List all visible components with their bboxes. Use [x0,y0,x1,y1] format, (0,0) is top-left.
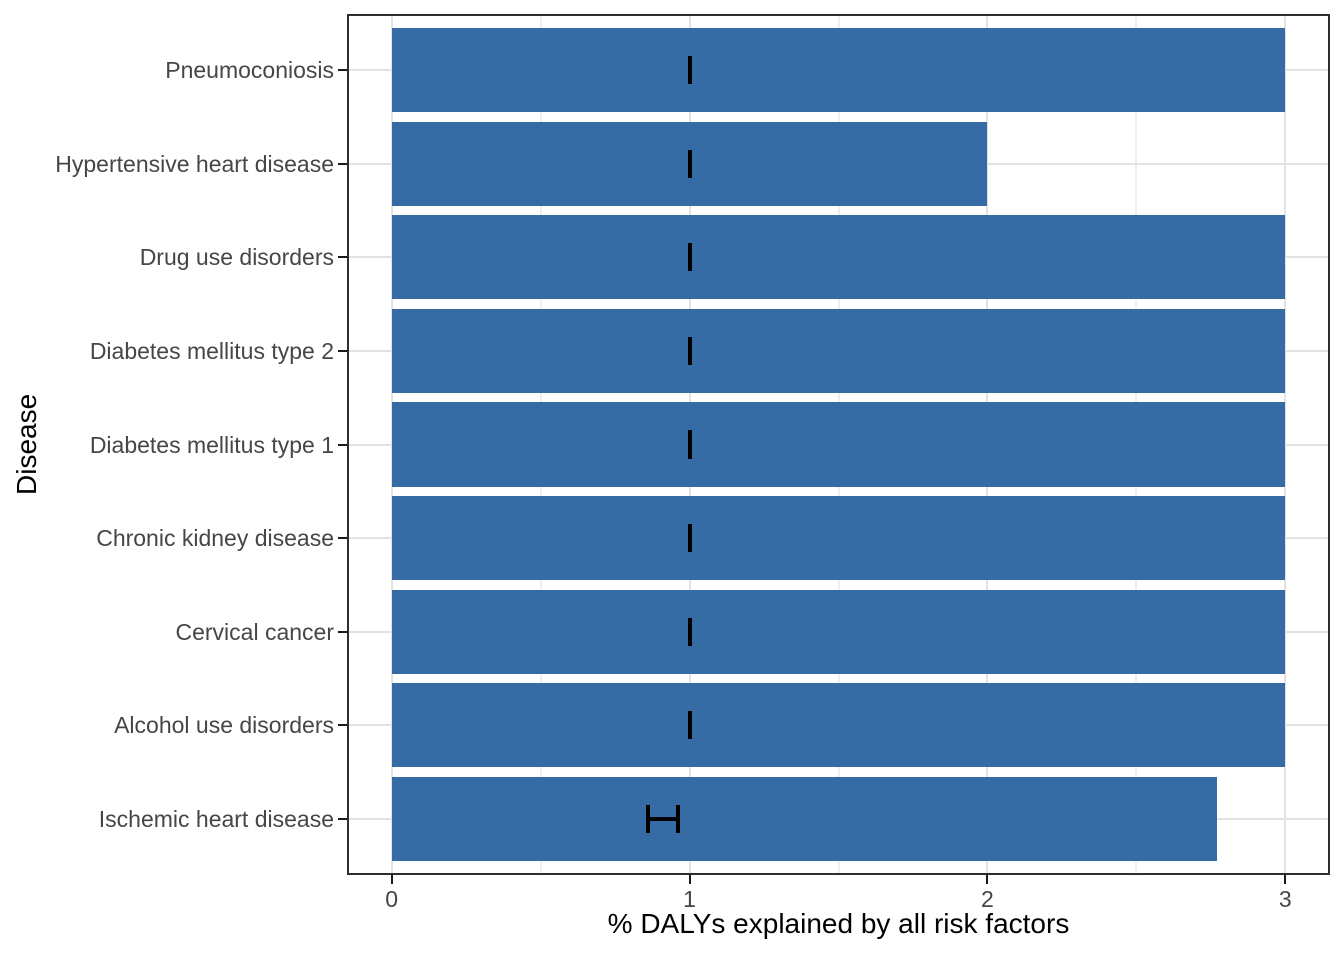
y-tick-mark [338,817,347,820]
x-tick-mark [390,875,393,884]
x-tick-mark [688,875,691,884]
error-bar-point [687,149,692,178]
y-tick-mark [338,349,347,352]
bar [391,28,1286,113]
error-bar-point [687,243,692,272]
y-tick-mark [338,443,347,446]
error-bar-cap [675,804,680,833]
y-tick-mark [338,630,347,633]
error-bar-point [687,711,692,740]
x-tick-label: 2 [981,886,994,912]
y-tick-label: Chronic kidney disease [96,525,334,552]
x-tick-mark [1284,875,1287,884]
y-tick-label: Hypertensive heart disease [55,150,334,177]
x-tick-label: 1 [683,886,696,912]
x-axis-title: % DALYs explained by all risk factors [607,908,1070,939]
y-tick-label: Drug use disorders [139,244,334,271]
bar [391,776,1217,861]
bar [391,589,1286,674]
y-tick-label: Diabetes mellitus type 1 [89,431,334,458]
y-tick-mark [338,162,347,165]
y-tick-mark [338,724,347,727]
error-bar-point [687,617,692,646]
y-tick-mark [338,69,347,72]
bar [391,495,1286,581]
y-tick-label: Alcohol use disorders [114,712,334,739]
y-tick-label: Pneumoconiosis [165,57,334,84]
bar [391,308,1286,394]
y-tick-label: Ischemic heart disease [98,805,334,832]
bar [391,215,1286,300]
error-bar-line [647,816,678,821]
bar [391,402,1286,487]
error-bar-point [687,430,692,459]
x-tick-label: 0 [385,886,399,912]
error-bar-cap [645,804,650,833]
error-bar-point [687,524,692,553]
x-tick-mark [986,875,989,884]
x-tick-label: 3 [1278,886,1292,912]
error-bar-point [687,56,692,85]
bar [391,683,1286,768]
y-tick-mark [338,256,347,259]
y-tick-mark [338,537,347,540]
y-tick-label: Diabetes mellitus type 2 [89,337,334,364]
error-bar-point [687,336,692,365]
y-tick-label: Cervical cancer [175,618,335,645]
